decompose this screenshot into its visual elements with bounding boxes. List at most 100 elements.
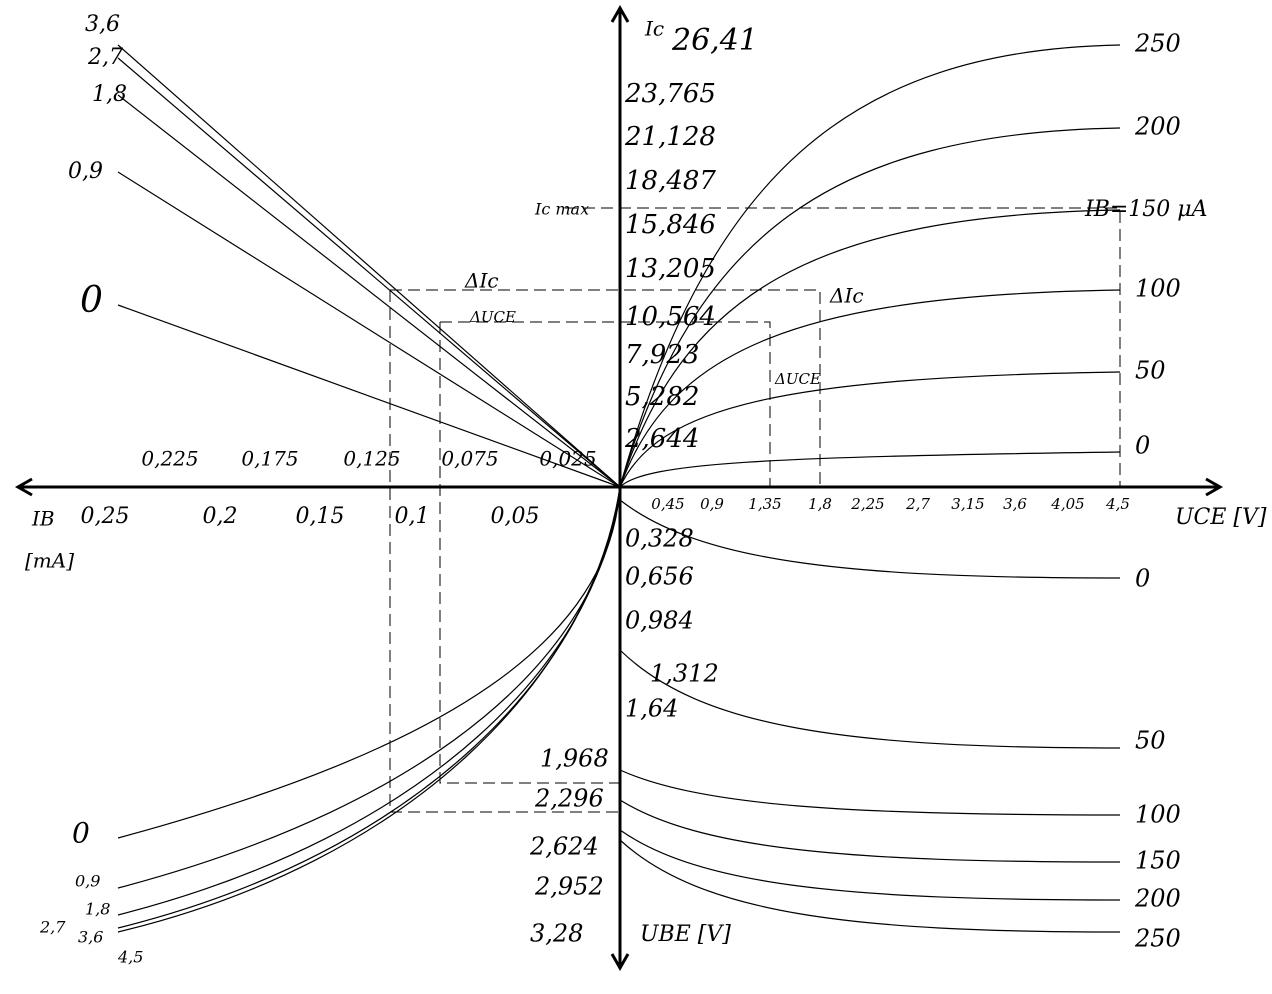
tick-label: 2,25 [850,495,884,513]
axis-label: IB [31,507,55,531]
curve-label: 0 [72,817,90,850]
tick-label: 2,644 [624,424,699,454]
curve-label: 100 [1135,275,1181,303]
axes [14,4,1224,972]
annotation: ΔIc [464,269,499,293]
tick-label: 2,952 [534,873,604,901]
tick-label: 0,328 [625,525,694,553]
curve-label: 0 [1135,432,1150,460]
input-left-curve [117,486,621,929]
curve-label: 150 [1135,847,1181,875]
tick-label: 0,075 [441,447,498,471]
transfer-line [117,171,621,488]
tick-label: 26,41 [671,23,758,58]
input-curve [619,649,1121,749]
tick-label: 0,656 [625,563,694,591]
tick-label: 0,984 [625,607,694,635]
tick-label: 1,968 [540,745,609,773]
tick-label: 2,7 [905,495,930,513]
curves [117,44,1121,933]
tick-label: 0,175 [241,447,298,471]
tick-label: 4,05 [1050,495,1084,513]
tick-label: 7,923 [625,340,699,370]
transfer-line [117,94,621,488]
curve-label: 2,7 [39,918,66,937]
curve-label: 3,6 [78,928,103,947]
tick-label: 0,45 [651,495,684,513]
axis-label: [mA] [25,549,74,573]
input-left-curve [117,486,621,933]
annotation: ΔUCE [774,370,821,388]
tick-label: 0,25 [81,504,130,529]
tick-label: 0,225 [141,447,198,471]
input-curve [619,799,1121,863]
curve-label: 200 [1134,885,1181,913]
annotation: ΔIc [829,284,864,308]
curve-label: 3,6 [85,12,120,37]
curve-label: 100 [1135,801,1181,829]
curve-label: 2,7 [87,45,123,70]
curve-label: 50 [1135,357,1166,385]
output-curve [619,289,1121,488]
axis-label: Ic [644,17,664,41]
transfer-line [117,44,621,488]
tick-label: 0,05 [491,504,540,529]
curve-label: 4,5 [117,948,143,967]
input-curve [619,769,1121,816]
curve-label: 0,9 [68,159,103,184]
curve-label: 0 [80,280,103,321]
tick-label: 1,312 [650,660,719,688]
tick-label: 1,35 [748,495,781,513]
input-curve [619,829,1121,901]
ic-max-guide [565,207,1121,487]
tick-label: 21,128 [624,122,716,152]
output-curve [619,127,1121,488]
tick-label: 3,28 [530,920,583,948]
annotation: ΔUCE [469,308,516,326]
tick-label: 0,1 [395,504,430,529]
output-curve [619,371,1121,488]
axis-label: UBE [V] [640,922,731,947]
tick-label: 10,564 [625,302,716,332]
tick-label: 0,125 [343,447,400,471]
tick-label: 0,2 [203,504,238,529]
curve-label: 250 [1134,30,1181,58]
curve-label: 0,9 [75,872,100,891]
transfer-line [117,304,621,488]
annotation: Ic max [534,200,589,219]
curve-label: 1,8 [92,82,127,107]
tick-label: 2,624 [529,833,599,861]
curve-label: 250 [1134,925,1181,953]
input-left-curve [117,486,621,889]
tick-label: 1,64 [625,695,678,723]
tick-label: 2,296 [534,785,604,813]
transfer-line [117,57,621,488]
tick-label: 4,5 [1105,495,1130,513]
output-curve [619,209,1121,488]
curve-label: 0 [1135,565,1150,593]
curve-label: 50 [1135,727,1166,755]
arrows [14,4,1224,972]
annotation: IB=150 μA [1084,197,1207,222]
input-curve [619,499,1121,579]
input-curve [619,839,1121,933]
labels: Ic 26,41 23,765 21,128 18,487 15,846 13,205 10,… [25,12,1267,967]
axis-label: UCE [V] [1175,505,1267,530]
tick-label: 18,487 [625,166,716,196]
tick-label: 0,15 [296,504,345,529]
tick-label: 0,9 [700,495,724,513]
tick-label: 15,846 [625,210,716,240]
tick-label: 0,025 [539,447,596,471]
tick-label: 1,8 [808,495,832,513]
tick-label: 3,6 [1003,495,1027,513]
tick-label: 13,205 [625,254,716,284]
output-curve [619,451,1121,488]
tick-label: 23,765 [624,79,716,109]
output-curve [619,44,1121,488]
curve-label: 200 [1134,113,1181,141]
delta-uce-guide [439,321,771,784]
curve-label: 1,8 [85,900,110,919]
tick-label: 3,15 [951,495,984,513]
tick-label: 5,282 [625,382,699,412]
